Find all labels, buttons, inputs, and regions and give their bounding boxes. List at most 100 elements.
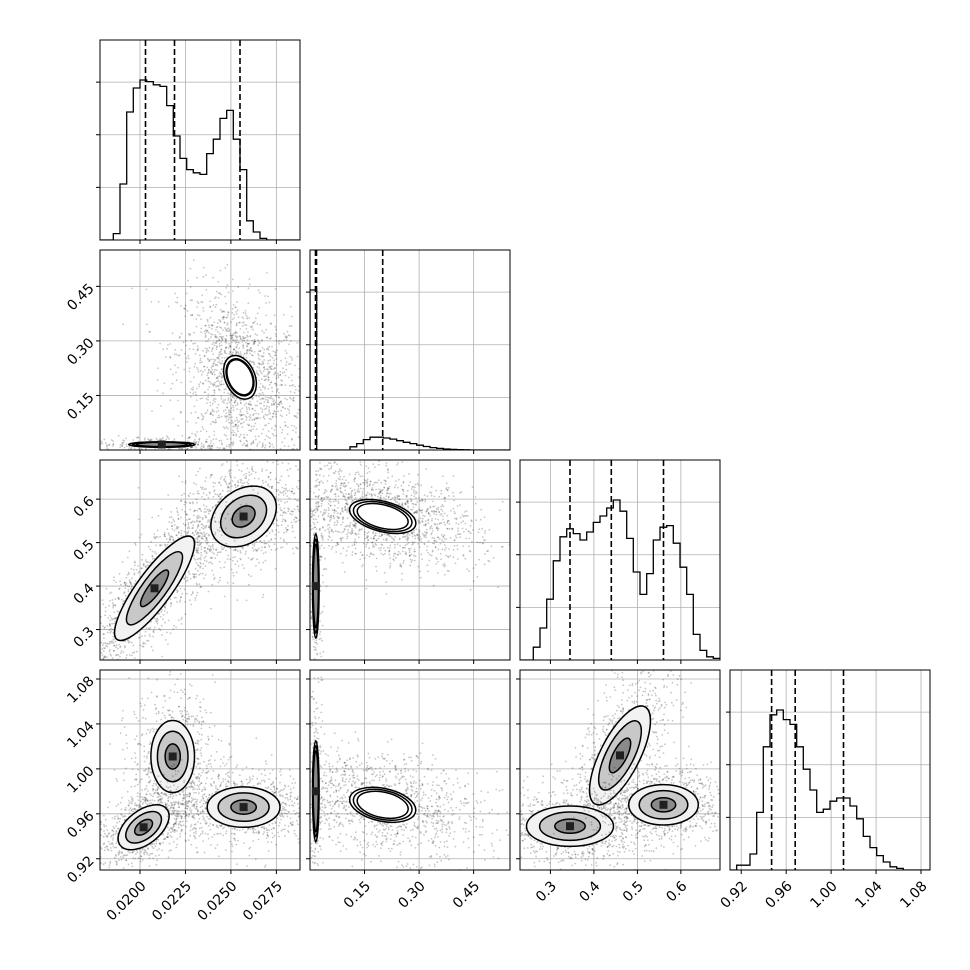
scatter-point bbox=[190, 314, 192, 317]
scatter-point bbox=[248, 278, 251, 280]
scatter-point bbox=[274, 288, 277, 290]
scatter-point bbox=[229, 482, 231, 485]
scatter-point bbox=[340, 540, 342, 542]
scatter-point bbox=[220, 337, 223, 339]
scatter-point bbox=[362, 481, 364, 484]
scatter-point bbox=[305, 428, 307, 430]
scatter-point bbox=[164, 356, 167, 358]
scatter-point bbox=[218, 481, 221, 483]
scatter-point bbox=[234, 332, 237, 335]
scatter-point bbox=[282, 491, 284, 494]
scatter-point bbox=[425, 510, 427, 513]
scatter-point bbox=[205, 551, 208, 554]
scatter-point bbox=[197, 370, 200, 373]
scatter-point bbox=[192, 388, 194, 391]
scatter-point bbox=[108, 629, 111, 632]
scatter-point bbox=[267, 362, 269, 365]
scatter-point bbox=[274, 548, 277, 551]
scatter-point bbox=[386, 537, 388, 540]
scatter-point bbox=[256, 373, 259, 375]
scatter-point bbox=[112, 443, 115, 446]
scatter-point bbox=[89, 445, 91, 447]
scatter-point bbox=[231, 341, 233, 344]
scatter-point bbox=[70, 446, 72, 448]
scatter-point bbox=[195, 441, 198, 443]
scatter-point bbox=[258, 392, 261, 395]
scatter-point bbox=[245, 406, 248, 409]
scatter-point bbox=[203, 365, 206, 368]
scatter-point bbox=[261, 339, 263, 341]
scatter-point bbox=[248, 408, 251, 411]
scatter-point bbox=[265, 414, 268, 417]
scatter-point bbox=[218, 339, 221, 342]
scatter-point bbox=[235, 351, 238, 354]
scatter-point bbox=[277, 374, 280, 377]
scatter-point bbox=[445, 487, 448, 489]
scatter-point bbox=[115, 644, 118, 647]
scatter-point bbox=[284, 492, 287, 495]
scatter-point bbox=[334, 495, 337, 498]
scatter-point bbox=[196, 509, 199, 512]
scatter-point bbox=[127, 571, 130, 574]
scatter-point bbox=[133, 651, 136, 654]
scatter-point bbox=[240, 464, 242, 466]
scatter-point bbox=[153, 557, 156, 560]
scatter-point bbox=[437, 548, 440, 551]
scatter-point bbox=[246, 408, 248, 410]
scatter-point bbox=[233, 340, 236, 342]
scatter-point bbox=[407, 502, 409, 505]
scatter-point bbox=[294, 483, 296, 485]
scatter-point bbox=[185, 513, 188, 516]
scatter-point bbox=[169, 356, 172, 359]
scatter-point bbox=[211, 343, 214, 345]
scatter-point bbox=[122, 600, 124, 603]
scatter-point bbox=[90, 704, 92, 706]
scatter-point bbox=[223, 433, 226, 436]
scatter-point bbox=[249, 325, 252, 328]
scatter-point bbox=[262, 428, 264, 431]
scatter-point bbox=[270, 485, 273, 488]
scatter-point bbox=[408, 554, 411, 557]
scatter-point bbox=[144, 630, 147, 633]
scatter-point bbox=[218, 381, 221, 384]
scatter-point bbox=[124, 640, 127, 642]
scatter-point bbox=[270, 322, 273, 325]
scatter-point bbox=[216, 377, 219, 380]
scatter-point bbox=[106, 445, 108, 448]
scatter-point bbox=[250, 425, 253, 428]
scatter-point bbox=[278, 403, 280, 406]
scatter-point bbox=[328, 462, 330, 464]
scatter-point bbox=[291, 359, 294, 361]
scatter-point bbox=[211, 348, 214, 350]
scatter-point bbox=[194, 342, 196, 345]
scatter-point bbox=[189, 267, 192, 270]
scatter-point bbox=[197, 552, 200, 554]
scatter-point bbox=[105, 645, 107, 647]
scatter-point bbox=[141, 645, 144, 648]
scatter-point bbox=[197, 441, 200, 443]
scatter-point bbox=[169, 343, 172, 345]
scatter-point bbox=[268, 408, 270, 411]
scatter-point bbox=[198, 437, 201, 440]
scatter-point bbox=[208, 445, 211, 448]
scatter-point bbox=[276, 547, 278, 550]
scatter-point bbox=[282, 538, 285, 541]
scatter-point bbox=[274, 452, 276, 454]
scatter-point bbox=[268, 485, 271, 488]
scatter-point bbox=[351, 528, 353, 530]
scatter-point bbox=[223, 546, 226, 549]
scatter-point bbox=[241, 341, 244, 343]
scatter-point bbox=[258, 340, 260, 343]
scatter-point bbox=[203, 488, 206, 491]
scatter-point bbox=[258, 358, 261, 361]
scatter-point bbox=[295, 486, 298, 488]
scatter-point bbox=[410, 561, 413, 563]
scatter-point bbox=[258, 363, 261, 366]
scatter-point bbox=[111, 622, 113, 625]
scatter-point bbox=[197, 417, 200, 419]
scatter-point bbox=[193, 405, 196, 408]
scatter-point bbox=[361, 554, 364, 556]
scatter-point bbox=[260, 549, 263, 552]
scatter-point bbox=[150, 438, 153, 441]
scatter-point bbox=[114, 598, 117, 600]
